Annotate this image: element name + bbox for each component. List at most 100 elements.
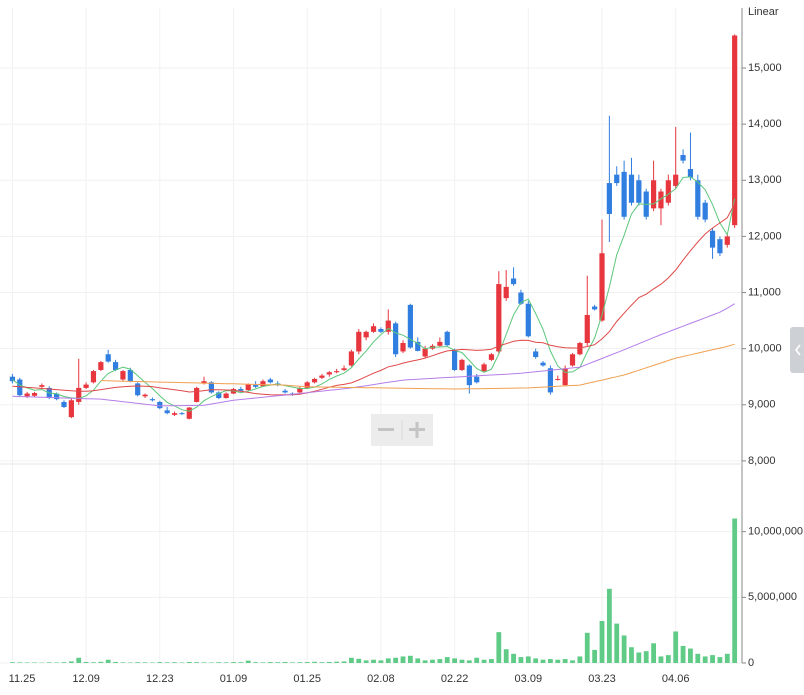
volume-bar	[76, 657, 82, 663]
candle-body	[533, 351, 539, 358]
y-tick-label: 8,000	[748, 455, 776, 467]
candle-body	[732, 35, 738, 226]
volume-bar	[452, 658, 457, 663]
volume-bar	[208, 662, 214, 663]
volume-bar	[481, 659, 487, 663]
candle-body	[569, 354, 576, 366]
volume-bar	[253, 662, 259, 663]
volume-bar	[702, 656, 708, 663]
candle-body	[385, 320, 391, 332]
volume-bar	[555, 659, 561, 663]
candle-body	[400, 343, 406, 352]
volume-bar	[275, 662, 281, 663]
candle-body	[695, 180, 701, 217]
volume-bar	[695, 653, 701, 663]
candle-body	[31, 392, 38, 396]
volume-bar	[422, 660, 428, 663]
x-tick-label: 03.09	[515, 673, 543, 685]
marks	[9, 34, 738, 663]
volume-bar	[459, 659, 465, 663]
volume-bar	[636, 652, 642, 663]
candle-body	[525, 303, 531, 337]
volume-bar	[304, 662, 310, 663]
volume-bar	[466, 660, 472, 663]
volume-bar	[363, 660, 369, 663]
candle-body	[673, 174, 679, 186]
volume-bar	[570, 660, 575, 663]
volume-bar	[135, 662, 141, 663]
candle-body	[201, 381, 207, 384]
candle-body	[724, 236, 730, 245]
candle-body	[452, 349, 458, 370]
candle-body	[459, 359, 465, 370]
volume-bar	[378, 660, 384, 663]
candle-body	[415, 341, 421, 351]
candle-body	[599, 253, 605, 321]
candle-body	[304, 382, 310, 388]
volume-bar	[245, 660, 251, 663]
side-tab[interactable]	[790, 327, 804, 373]
candle-body	[334, 371, 340, 373]
candle-body	[9, 376, 15, 382]
volume-bar	[164, 662, 170, 663]
volume-bar	[385, 658, 391, 663]
candle-body	[311, 378, 318, 383]
volume-bar	[599, 620, 605, 663]
candle-body	[466, 365, 472, 386]
candle-body	[665, 180, 671, 203]
volume-bar	[201, 662, 207, 663]
volume-bar	[61, 662, 67, 663]
candle-body	[540, 362, 546, 366]
volume-bar	[334, 661, 340, 663]
y-tick-label: 10,000,000	[748, 526, 803, 538]
x-tick-label: 02.08	[367, 673, 395, 685]
candle-body	[127, 369, 133, 382]
volume-bar	[724, 653, 730, 663]
candle-body	[54, 393, 60, 400]
zoom-control	[371, 414, 433, 446]
volume-bar	[393, 657, 399, 663]
volume-bar	[511, 653, 516, 663]
volume-bar	[356, 658, 362, 663]
y-tick-label: 11,000	[748, 286, 781, 298]
candle-body	[709, 230, 716, 248]
volume-bar	[179, 662, 185, 663]
volume-bar	[10, 662, 15, 663]
candle-body	[356, 331, 362, 352]
volume-bar	[68, 661, 74, 663]
y-tick-label: 15,000	[748, 62, 782, 74]
volume-bar	[32, 662, 37, 663]
volume-bar	[496, 632, 502, 663]
candle-body	[422, 348, 428, 357]
candle-body	[260, 381, 266, 387]
candle-body	[518, 292, 524, 304]
volume-bar	[46, 662, 52, 663]
candle-body	[208, 382, 214, 393]
volume-bar	[732, 518, 738, 663]
candle-body	[282, 390, 288, 393]
candle-body	[83, 384, 89, 388]
candle-body	[164, 410, 170, 414]
y-tick-label: 10,000	[748, 343, 782, 355]
candle-body	[658, 191, 664, 209]
volume-bar	[474, 657, 480, 663]
volume-bar	[665, 655, 671, 663]
candle-body	[267, 379, 273, 383]
candle-body	[326, 372, 332, 375]
candle-body	[592, 306, 598, 310]
candle-body	[370, 326, 377, 332]
zoom-out[interactable]	[378, 428, 394, 431]
y-tick-label: 9,000	[748, 399, 776, 411]
volume-bar	[518, 657, 524, 663]
candle-body	[702, 202, 708, 220]
candle-body	[24, 393, 30, 397]
volume-bar	[83, 661, 89, 663]
ma-line	[12, 303, 735, 407]
candle-body	[179, 413, 185, 415]
candle-body	[510, 278, 517, 285]
volume-bar	[223, 662, 229, 663]
candle-body	[61, 401, 67, 408]
candle-body	[606, 183, 612, 214]
candle-body	[680, 155, 686, 161]
volume-bar	[172, 662, 177, 663]
